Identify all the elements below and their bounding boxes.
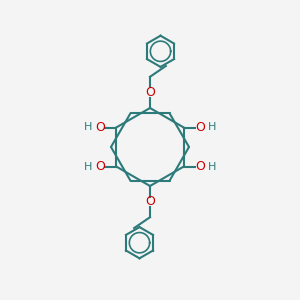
Text: O: O [145,195,155,208]
Text: O: O [145,86,155,99]
Text: O: O [195,160,205,173]
Text: H: H [208,122,216,133]
Text: H: H [208,161,216,172]
Text: O: O [195,121,205,134]
Text: O: O [95,121,105,134]
Text: O: O [95,160,105,173]
Text: H: H [84,122,92,133]
Text: H: H [84,161,92,172]
